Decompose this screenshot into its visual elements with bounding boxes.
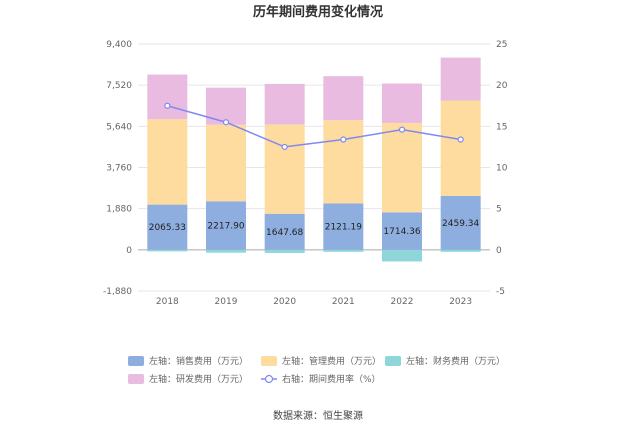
x-tick-label: 2021 — [332, 297, 355, 307]
bar-sales-2020 — [264, 213, 305, 250]
bar-admin-2021 — [323, 120, 364, 204]
right-tick-label: 15 — [496, 122, 507, 132]
bar-value-label: 2121.19 — [325, 223, 362, 233]
right-tick-label: 10 — [496, 164, 508, 174]
bar-admin-2023 — [440, 100, 481, 196]
rate-point — [164, 102, 171, 109]
chart-title: 历年期间费用变化情况 — [253, 4, 383, 20]
bar-sales-2021 — [323, 203, 364, 250]
bar-sales-2023 — [440, 195, 481, 250]
legend-label: 左轴：管理费用（万元） — [282, 355, 381, 367]
legend-marker-icon — [264, 374, 274, 384]
x-tick-label: 2019 — [215, 297, 238, 307]
x-tick-label: 2023 — [449, 297, 472, 307]
legend-label: 左轴：销售费用（万元） — [149, 355, 248, 367]
bar-sales-2018 — [147, 204, 188, 250]
rate-line-path — [167, 105, 461, 148]
bar-value-label: 2217.90 — [207, 222, 244, 232]
bar-finance-2022 — [382, 249, 422, 262]
left-tick-label: 0 — [126, 246, 132, 256]
legend-swatch — [128, 374, 144, 384]
legend-swatch — [128, 356, 144, 366]
bar-admin-2019 — [206, 124, 246, 202]
legend-item[interactable]: 左轴：销售费用（万元） — [128, 355, 248, 367]
x-tick-label: 2018 — [156, 297, 179, 307]
right-tick-label: 5 — [496, 205, 502, 215]
rate-point — [281, 143, 288, 151]
rate-point — [222, 119, 230, 126]
bar-rd-2020 — [264, 83, 305, 125]
bar-labels: 2065.33 2217.90 1647.68 2121.19 1714.36 2459.… — [149, 219, 480, 238]
bar-admin-2022 — [382, 122, 422, 213]
right-tick-label: 20 — [496, 81, 508, 91]
legend-label: 左轴：财务费用（万元） — [406, 355, 505, 367]
bar-sales-2019 — [206, 201, 246, 250]
bar-finance-2019 — [206, 249, 246, 253]
bar-finance-2021 — [323, 249, 364, 252]
source-note: 数据来源：恒生聚源 — [273, 409, 363, 422]
left-tick-label: 1,880 — [106, 205, 132, 215]
bar-rd-2018 — [147, 74, 188, 120]
bar-admin-2020 — [264, 124, 305, 214]
legend-item[interactable]: 左轴：财务费用（万元） — [385, 355, 505, 367]
right-tick-label: -5 — [496, 287, 505, 297]
bar-finance-2018 — [147, 249, 188, 252]
x-tick-label: 2022 — [391, 297, 414, 307]
bar-value-label: 2459.34 — [442, 219, 479, 229]
legend-swatch — [261, 356, 277, 366]
legend[interactable]: 左轴：销售费用（万元） 左轴：管理费用（万元） 左轴：财务费用（万元） 左轴：研发费用… — [128, 355, 505, 385]
bar-finance-2020 — [264, 249, 305, 253]
bar-value-label: 1647.68 — [266, 228, 303, 238]
legend-swatch — [385, 356, 401, 366]
right-tick-label: 0 — [496, 246, 502, 256]
left-tick-label: -1,880 — [103, 287, 132, 297]
left-axis: -1,880 0 1,880 3,760 5,640 7,520 9,400 — [103, 40, 132, 297]
rate-point — [340, 136, 347, 143]
rate-point — [398, 126, 406, 133]
bar-rd-2023 — [440, 57, 481, 101]
legend-label: 右轴：期间费用率（%） — [282, 373, 381, 385]
left-tick-label: 5,640 — [106, 122, 132, 132]
legend-item[interactable]: 左轴：研发费用（万元） — [128, 373, 248, 385]
left-tick-label: 3,760 — [106, 164, 132, 174]
bar-rd-2021 — [323, 76, 364, 121]
bars — [147, 57, 481, 262]
right-tick-label: 25 — [496, 40, 507, 50]
bar-finance-2023 — [440, 249, 481, 252]
legend-item[interactable]: 左轴：管理费用（万元） — [261, 355, 381, 367]
rate-point — [457, 136, 464, 143]
left-tick-label: 9,400 — [106, 40, 132, 50]
x-tick-label: 2020 — [273, 297, 296, 307]
gridlines — [138, 43, 490, 292]
bar-rd-2019 — [206, 87, 246, 125]
bar-admin-2018 — [147, 119, 188, 205]
bar-value-label: 2065.33 — [149, 223, 186, 233]
right-axis: -5 0 5 10 15 20 25 — [496, 40, 508, 297]
legend-label: 左轴：研发费用（万元） — [149, 373, 248, 385]
bar-sales-2022 — [382, 212, 422, 250]
bar-value-label: 1714.36 — [383, 227, 420, 237]
legend-item[interactable]: 右轴：期间费用率（%） — [261, 373, 381, 385]
left-tick-label: 7,520 — [106, 81, 132, 91]
bar-rd-2022 — [382, 83, 422, 123]
x-axis: 2018 2019 2020 2021 2022 2023 — [156, 297, 472, 307]
rate-line — [164, 102, 464, 151]
